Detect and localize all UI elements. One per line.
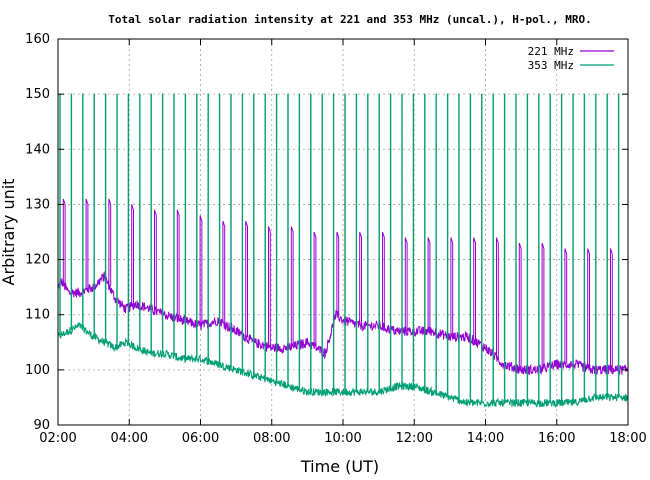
x-tick-label: 02:00 <box>39 431 76 446</box>
series-221mhz-spike <box>62 198 66 285</box>
series-221mhz-spike <box>541 242 545 369</box>
series-221mhz-spike <box>404 237 408 332</box>
legend-label: 353 MHz <box>528 59 574 72</box>
series-221mhz-spike <box>199 215 203 326</box>
series-lines <box>57 93 629 408</box>
y-tick-label: 130 <box>25 197 50 212</box>
series-221mhz-spike <box>85 198 89 290</box>
series-221mhz-spike <box>473 237 476 341</box>
legend-label: 221 MHz <box>528 45 574 58</box>
series-221mhz-spike <box>450 237 454 337</box>
series-221mhz-line <box>57 271 629 376</box>
x-tick-label: 08:00 <box>253 431 290 446</box>
x-tick-label: 12:00 <box>396 431 433 446</box>
x-tick-label: 06:00 <box>182 431 219 446</box>
series-221mhz-spike <box>587 248 590 369</box>
y-tick-label: 100 <box>25 363 50 378</box>
series-221mhz-spike <box>382 231 385 327</box>
series-221mhz-spike <box>610 248 613 370</box>
series-221mhz-spike <box>518 242 522 370</box>
y-tick-label: 90 <box>33 418 50 433</box>
chart-title: Total solar radiation intensity at 221 a… <box>108 13 591 26</box>
x-tick-label: 04:00 <box>111 431 148 446</box>
series-221mhz-spike <box>290 226 294 348</box>
x-tick-label: 10:00 <box>324 431 361 446</box>
series-221mhz-spike <box>245 220 248 338</box>
x-tick-label: 14:00 <box>467 431 504 446</box>
series-221mhz-spike <box>427 237 431 332</box>
y-tick-label: 110 <box>25 308 50 323</box>
series-221mhz-spike <box>131 204 134 307</box>
series-221mhz-spike <box>564 248 568 365</box>
y-tick-label: 150 <box>25 87 50 102</box>
series-221mhz-spike <box>336 231 340 316</box>
series-221mhz-spike <box>108 198 112 286</box>
y-tick-label: 140 <box>25 142 50 157</box>
series-221mhz-spike <box>176 209 180 319</box>
series-221mhz-spike <box>313 231 317 347</box>
x-tick-label: 16:00 <box>538 431 575 446</box>
x-axis-label: Time (UT) <box>300 457 379 476</box>
y-tick-label: 160 <box>25 32 50 47</box>
y-axis-label: Arbitrary unit <box>0 179 18 286</box>
series-221mhz-spike <box>359 231 362 326</box>
series-221mhz-spike <box>222 220 226 324</box>
series-353mhz-line <box>57 321 629 408</box>
y-tick-label: 120 <box>25 253 50 268</box>
series-221mhz-spike <box>268 226 271 347</box>
axis-ticks: 02:00 04:00 06:00 08:00 10:00 12:00 14:00 16:00… <box>25 32 647 446</box>
series-221mhz-spike <box>496 237 499 359</box>
x-tick-label: 18:00 <box>609 431 646 446</box>
series-221mhz-spike <box>154 209 157 311</box>
